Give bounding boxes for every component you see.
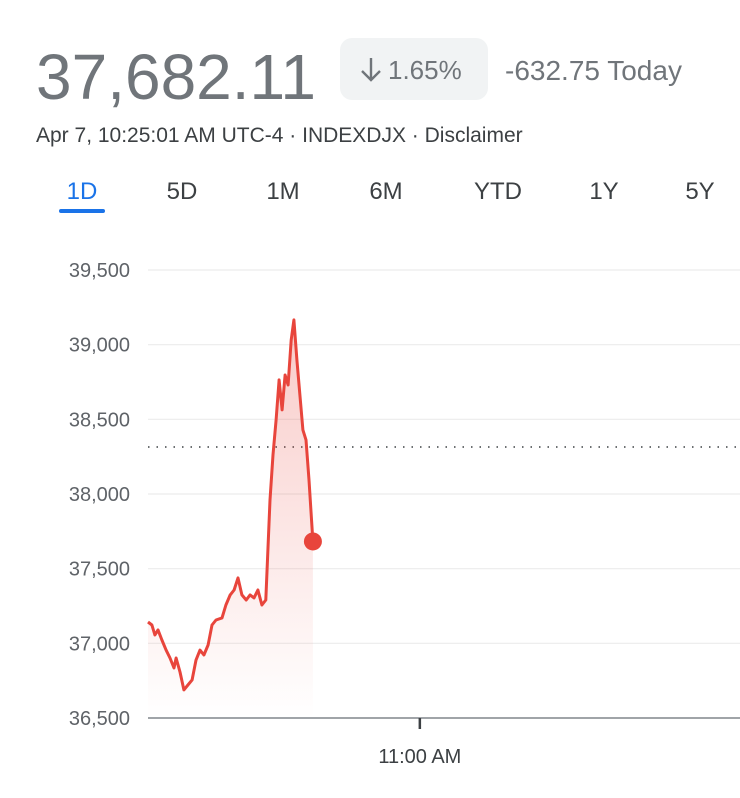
range-tab[interactable]: 5D — [167, 178, 198, 205]
info-line: Apr 7, 10:25:01 AM UTC-4 · INDEXDJX · Di… — [36, 124, 523, 147]
down-arrow — [361, 58, 381, 82]
change-pill — [340, 38, 488, 100]
y-tick-label: 36,500 — [69, 708, 130, 730]
y-tick-label: 39,000 — [69, 335, 130, 357]
y-tick-label: 38,000 — [69, 484, 130, 506]
y-tick-label: 39,500 — [69, 260, 130, 282]
range-tabs: 1D 5D 1M 6M YTD 1Y 5Y — [59, 178, 715, 213]
area — [148, 319, 313, 718]
y-tick-label: 37,500 — [69, 559, 130, 581]
range-tab[interactable]: 1Y — [589, 178, 618, 205]
tab-underline — [59, 209, 105, 213]
x-tick-label: 11:00 AM — [378, 746, 461, 768]
chart: 36,500 37,000 37,500 38,000 38,500 39,000 39,5… — [69, 260, 740, 768]
last-point — [303, 532, 322, 551]
range-tab[interactable]: YTD — [474, 178, 522, 205]
change-today: -632.75 Today — [505, 55, 682, 86]
range-tab[interactable]: 1M — [266, 178, 299, 205]
range-tab[interactable]: 6M — [369, 178, 402, 205]
change-percent: 1.65% — [388, 55, 462, 85]
y-tick-label: 37,000 — [69, 633, 130, 655]
price: 37,682.11 — [36, 41, 316, 113]
y-tick-label: 38,500 — [69, 409, 130, 431]
range-tab[interactable]: 1D — [67, 178, 98, 205]
price-line — [147, 318, 315, 692]
range-tab[interactable]: 5Y — [685, 178, 714, 205]
